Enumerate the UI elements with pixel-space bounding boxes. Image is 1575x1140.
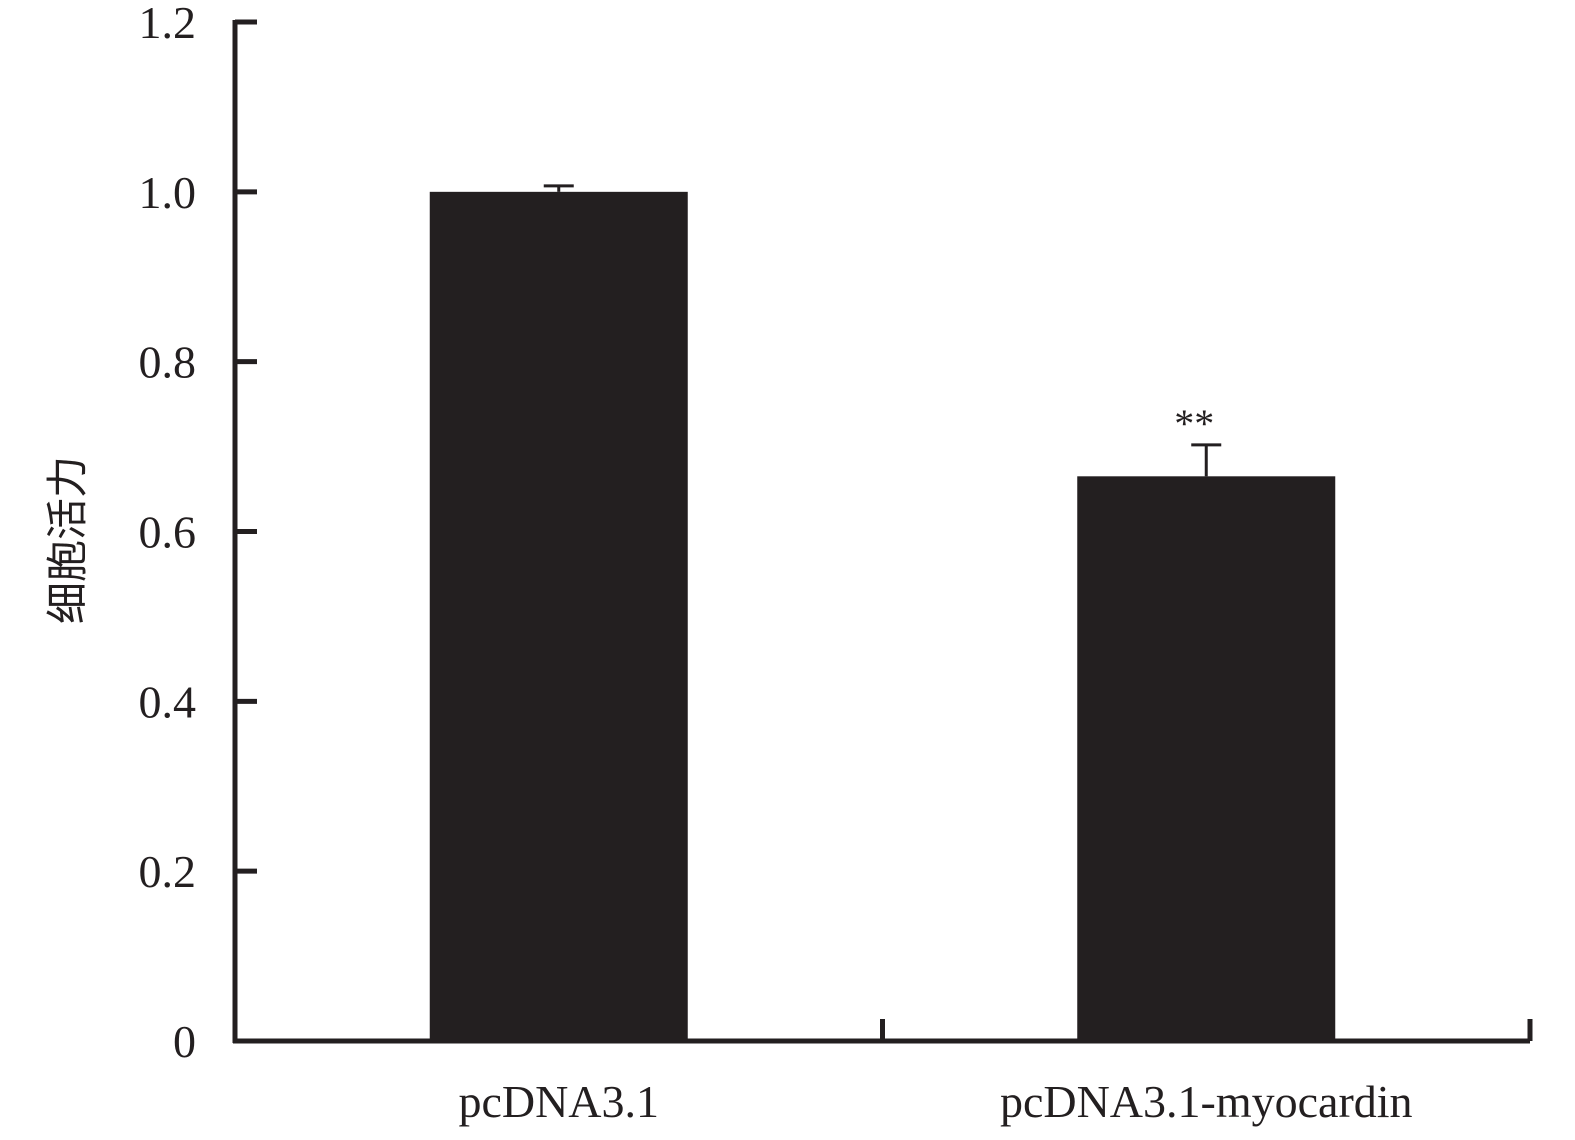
y-tick-label: 0.4: [139, 676, 197, 727]
y-tick-label: 1.2: [139, 0, 197, 48]
bar: [1077, 476, 1336, 1041]
bars: **: [429, 184, 1336, 1042]
y-tick-label: 0.6: [139, 507, 197, 558]
y-tick-label: 0: [173, 1016, 196, 1067]
bar: [429, 191, 688, 1042]
x-axis-labels: pcDNA3.1 pcDNA3.1-myocardin: [458, 1076, 1412, 1127]
y-tick-label: 0.2: [139, 846, 197, 897]
y-tick-label: 0.8: [139, 337, 197, 388]
y-tick-label: 1.0: [139, 167, 197, 218]
significance-label: **: [1174, 401, 1214, 446]
x-category-label: pcDNA3.1: [458, 1076, 659, 1127]
x-category-label: pcDNA3.1-myocardin: [1000, 1076, 1413, 1127]
axes: [232, 20, 1533, 1044]
y-axis-title: 细胞活力: [43, 456, 92, 624]
y-axis-ticks: 0 0.2 0.4 0.6 0.8 1.0 1.2: [139, 0, 257, 1067]
